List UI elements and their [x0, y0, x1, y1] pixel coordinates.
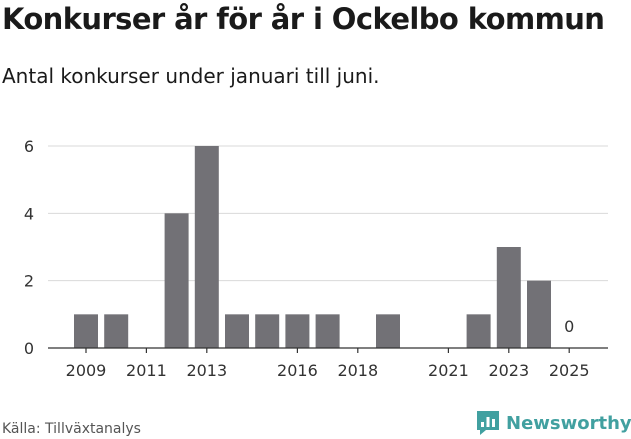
bar-2009: [74, 314, 98, 348]
x-tick-label: 2009: [66, 361, 107, 380]
data-labels: 0: [564, 317, 574, 336]
data-label-2025: 0: [564, 317, 574, 336]
source-note: Källa: Tillväxtanalys: [2, 421, 141, 437]
x-tick-label: 2021: [428, 361, 469, 380]
bar-2023: [496, 247, 521, 348]
chart-subtitle: Antal konkurser under januari till juni.: [2, 64, 380, 88]
bar-2010: [104, 314, 129, 348]
y-tick-label: 6: [24, 137, 34, 156]
newsworthy-icon: [477, 411, 499, 435]
bar-2022: [466, 314, 491, 348]
x-tick-label: 2025: [549, 361, 590, 380]
bar-2014: [225, 314, 249, 348]
bar-2019: [376, 314, 400, 348]
bar-2024: [527, 280, 551, 348]
y-tick-label: 4: [24, 204, 34, 223]
bar-chart: 0 2 4 6 2009 2011 2013 2016 2018 2021 2023 2025 0: [24, 137, 608, 380]
x-tick-label: 2018: [337, 361, 378, 380]
bar-2016: [285, 314, 310, 348]
brand-logo: Newsworthy: [476, 410, 631, 436]
bar-2012: [164, 213, 189, 348]
y-tick-label: 2: [24, 272, 34, 291]
x-tick-label: 2011: [126, 361, 167, 380]
bars: [74, 146, 551, 348]
y-tick-label: 0: [24, 339, 34, 358]
bar-2015: [255, 314, 280, 348]
chart-title: Konkurser år för år i Ockelbo kommun: [2, 2, 605, 36]
brand-name: Newsworthy: [506, 412, 631, 434]
bar-2017: [315, 314, 340, 348]
axes: 0 2 4 6 2009 2011 2013 2016 2018 2021 2023 2025: [24, 137, 608, 380]
bar-2013: [194, 146, 219, 348]
gridlines: [48, 145, 608, 282]
x-tick-label: 2016: [277, 361, 318, 380]
x-tick-label: 2013: [186, 361, 227, 380]
x-tick-label: 2023: [488, 361, 529, 380]
